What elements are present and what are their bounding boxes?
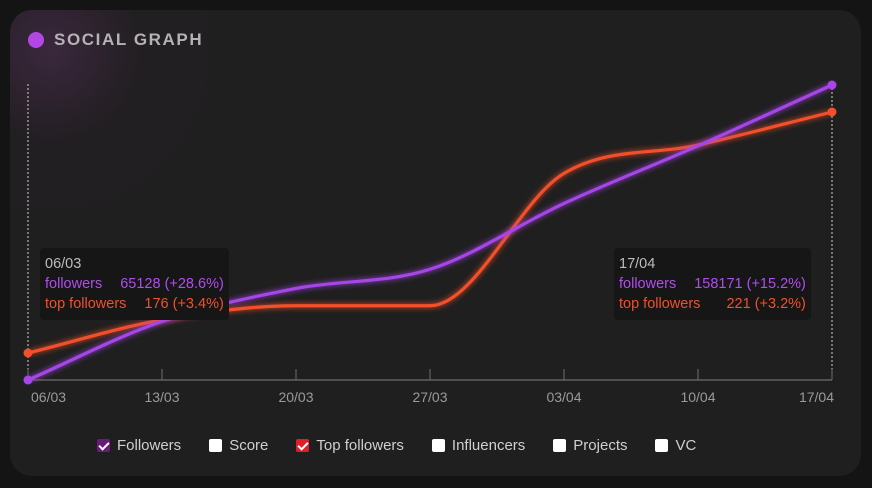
checkbox-influencers[interactable]	[431, 439, 445, 452]
tooltip-date: 17/04	[619, 256, 656, 272]
x-tick-label: 17/04	[799, 389, 834, 405]
title-dot-icon	[28, 32, 44, 48]
endpoint-marker	[23, 348, 33, 358]
endpoint-marker	[827, 80, 837, 90]
tooltip-start: 06/03 followers 65128 (+28.6%) top follo…	[40, 248, 229, 320]
legend-label: Influencers	[451, 437, 526, 454]
line-chart[interactable]: 06/03 13/03 20/03 27/03 03/04 10/04 17/04	[10, 10, 861, 476]
checkbox-projects[interactable]	[553, 439, 567, 452]
tooltip-row-top-followers: top followers 221 (+3.2%)	[619, 294, 806, 314]
x-tick-label: 06/03	[31, 389, 66, 405]
series-line-followers[interactable]	[27, 83, 833, 382]
legend-vc[interactable]: VC	[655, 437, 696, 454]
tooltip-label: followers	[45, 276, 103, 292]
x-tick-label: 03/04	[546, 389, 581, 405]
tooltip-row-followers: followers 158171 (+15.2%)	[619, 274, 806, 294]
tooltip-value: 65128 (+28.6%)	[120, 276, 224, 292]
card-title: SOCIAL GRAPH	[54, 30, 204, 49]
tooltip-row-followers: followers 65128 (+28.6%)	[45, 274, 224, 294]
legend-label: Followers	[117, 437, 182, 454]
x-tick-label: 10/04	[680, 389, 715, 405]
endpoint-markers	[23, 80, 837, 385]
tooltip-value: 176 (+3.4%)	[144, 296, 224, 312]
tooltip-row-top-followers: top followers 176 (+3.4%)	[45, 294, 224, 314]
checkbox-vc[interactable]	[655, 439, 669, 452]
legend-label: VC	[675, 437, 697, 454]
social-graph-card: SOCIAL GRAPH 06/03 13/03 20/03 27/03 03/04 10…	[10, 10, 861, 476]
x-tick-label: 13/03	[144, 389, 179, 405]
x-tick-label: 20/03	[278, 389, 313, 405]
series-legend: Followers Score Top followers Influencer…	[97, 437, 724, 454]
tooltip-label: followers	[619, 276, 677, 292]
checkbox-top-followers[interactable]	[296, 439, 310, 452]
legend-label: Projects	[573, 437, 628, 454]
legend-top-followers[interactable]: Top followers	[296, 437, 404, 454]
card-header: SOCIAL GRAPH	[28, 30, 203, 50]
tooltip-value: 221 (+3.2%)	[726, 296, 806, 312]
x-tick-label: 27/03	[412, 389, 447, 405]
endpoint-marker	[23, 375, 33, 385]
x-axis-ticks: 06/03 13/03 20/03 27/03 03/04 10/04 17/04	[27, 369, 834, 405]
legend-projects[interactable]: Projects	[553, 437, 627, 454]
checkbox-score[interactable]	[209, 439, 223, 452]
tooltip-label: top followers	[45, 296, 127, 312]
legend-score[interactable]: Score	[209, 437, 268, 454]
tooltip-end: 17/04 followers 158171 (+15.2%) top foll…	[614, 248, 811, 320]
endpoint-marker	[827, 107, 837, 117]
legend-label: Score	[229, 437, 269, 454]
tooltip-date: 06/03	[45, 256, 82, 272]
legend-label: Top followers	[316, 437, 404, 454]
legend-influencers[interactable]: Influencers	[431, 437, 526, 454]
tooltip-value: 158171 (+15.2%)	[694, 276, 806, 292]
legend-followers[interactable]: Followers	[97, 437, 181, 454]
checkbox-followers[interactable]	[97, 439, 110, 452]
tooltip-label: top followers	[619, 296, 701, 312]
